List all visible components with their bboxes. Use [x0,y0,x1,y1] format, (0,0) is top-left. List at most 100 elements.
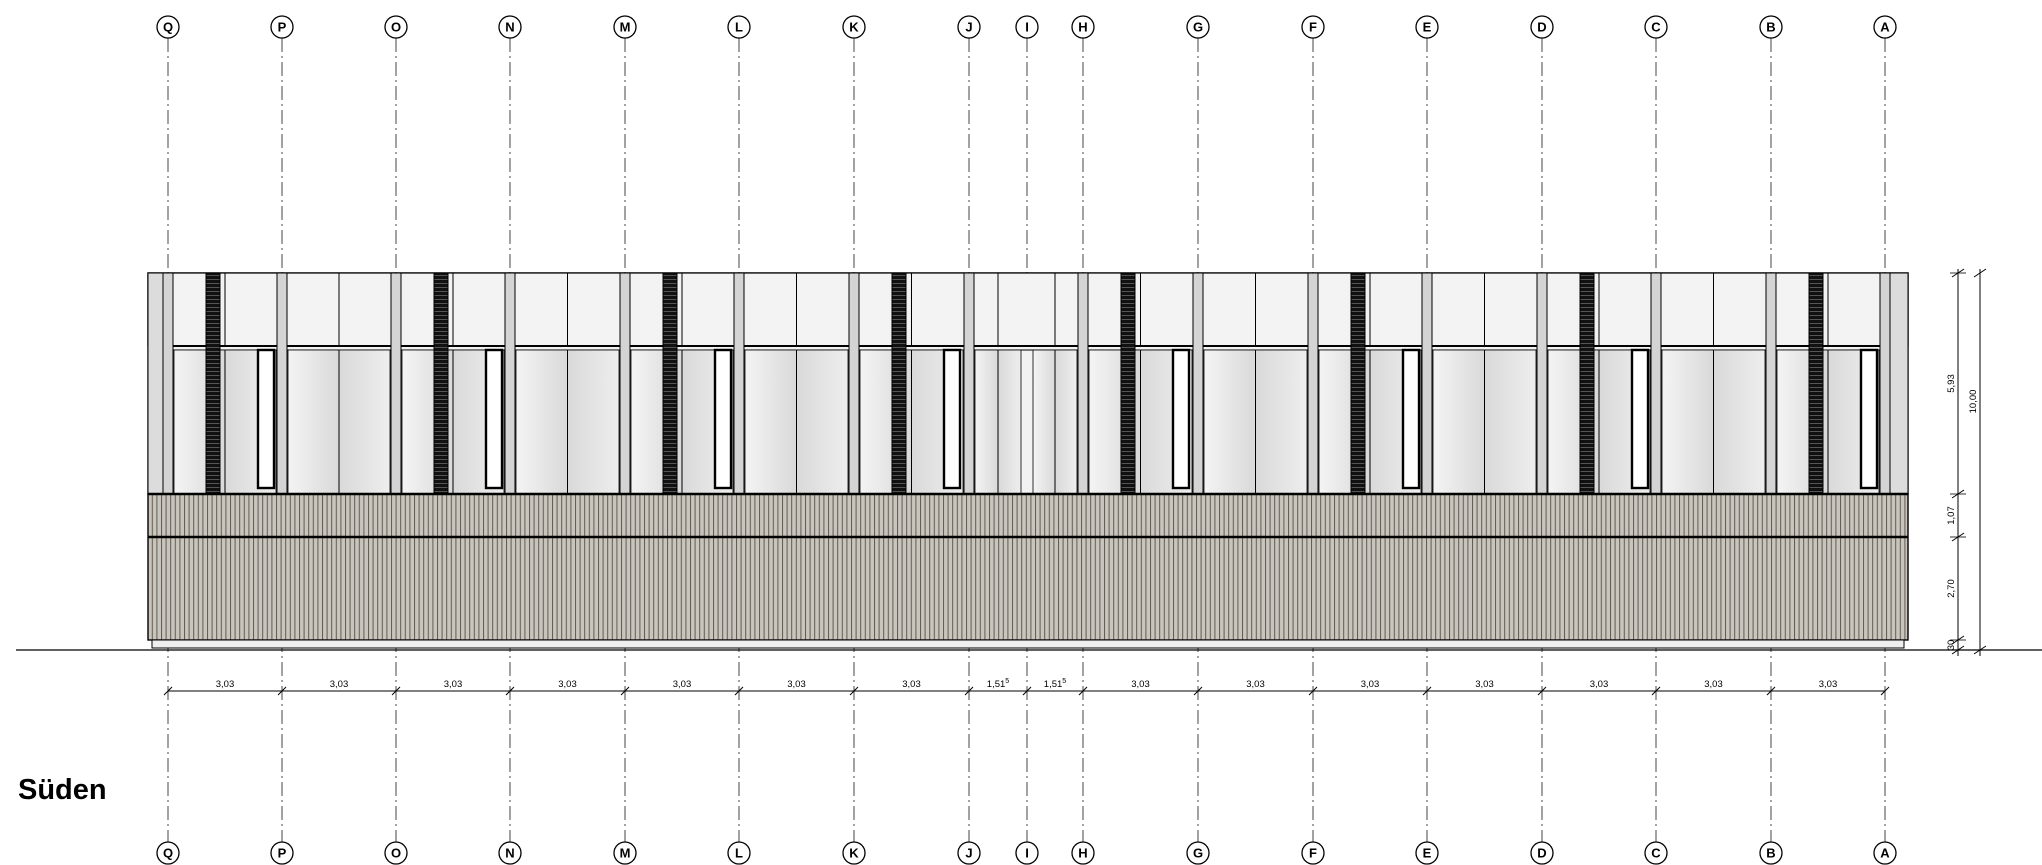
dimension-label: 3,03 [330,679,349,690]
view-title: Süden [18,774,107,806]
dimension-label: 3,03 [1475,679,1494,690]
axis-label-i: I [1025,846,1029,861]
vertical-dimension-label: 5,93 [1946,374,1957,393]
axis-label-o: O [391,846,401,861]
column-l [733,272,745,495]
axis-bubble-c [1644,841,1668,865]
vertical-dimension-chain: 5,93 1,07 2,70 30 10,00 [1946,268,1987,656]
column-g [1192,272,1204,495]
axis-bubble-m [613,841,637,865]
axis-bubble-h [1071,15,1095,39]
dimension-label: 3,03 [1131,679,1150,690]
dimension-tick [163,686,173,696]
vent-window [256,348,276,490]
axis-bubble-f [1301,15,1325,39]
column-o [390,272,402,495]
column-b [1765,272,1777,495]
dimension-label: 3,03 [1590,679,1609,690]
vertical-dimension-label: 2,70 [1946,579,1957,598]
dimension-tick [1537,686,1547,696]
column-j [963,272,975,495]
column-e [1421,272,1433,495]
dimension-label: 3,03 [1361,679,1380,690]
louver-panel [662,272,678,495]
column-n [504,272,516,495]
axis-bubble-a [1873,841,1897,865]
vent-window [1630,348,1650,490]
vent-window [1401,348,1421,490]
column-p [276,272,288,495]
axis-label-q: Q [163,20,173,35]
dimension-label: 3,03 [1246,679,1265,690]
axis-bubble-q [156,15,180,39]
axis-bubble-g [1186,841,1210,865]
louver-panel [1350,272,1366,495]
dimension-tick [391,686,401,696]
vent-window [1859,348,1879,490]
column-d [1536,272,1548,495]
axis-bubble-i [1015,15,1039,39]
axis-bubble-d [1530,841,1554,865]
dimension-tick [1308,686,1318,696]
dimension-label: 3,03 [1704,679,1723,690]
axis-label-o: O [391,20,401,35]
dimension-tick [1078,686,1088,696]
axis-bubble-o [384,841,408,865]
column-q [162,272,174,495]
axis-bubble-l [727,15,751,39]
axis-label-m: M [620,20,631,35]
axis-bubble-j [957,841,981,865]
dimension-label: 3,03 [787,679,806,690]
axis-bubble-k [842,15,866,39]
axis-label-j: J [965,846,972,861]
dimension-label: 3,03 [558,679,577,690]
plinth [151,639,1905,649]
axis-bubble-b [1759,15,1783,39]
axis-bubble-h [1071,841,1095,865]
axis-bubble-i [1015,841,1039,865]
axis-bubble-n [498,15,522,39]
axis-bubble-l [727,841,751,865]
column-f [1307,272,1319,495]
column-m [619,272,631,495]
axis-label-i: I [1025,20,1029,35]
dimension-tick [505,686,515,696]
axis-bubble-c [1644,15,1668,39]
axis-label-c: C [1651,846,1661,861]
axis-bubble-a [1873,15,1897,39]
axis-label-l: L [735,846,743,861]
horizontal-dimension-chain: 3,03 3,03 3,03 3,03 3,03 3,03 3,03 1,515 1,515 3,… [163,678,1890,696]
dimension-tick [1022,686,1032,696]
axis-label-p: P [278,20,287,35]
axis-bubble-p [270,15,294,39]
vertical-total-tick [1973,645,1987,655]
dimension-label: 1,515 [1044,678,1067,690]
axis-label-c: C [1651,20,1661,35]
axis-bubble-p [270,841,294,865]
louver-panel [1579,272,1595,495]
vent-window [942,348,962,490]
axis-label-h: H [1078,846,1087,861]
axis-bubble-q [156,841,180,865]
dimension-label: 3,03 [673,679,692,690]
dimension-label: 1,515 [987,678,1010,690]
axis-label-p: P [278,846,287,861]
axis-label-f: F [1309,846,1317,861]
dimension-tick [1880,686,1890,696]
dimension-tick [1766,686,1776,696]
axis-label-m: M [620,846,631,861]
axis-label-b: B [1766,20,1775,35]
axis-bubble-k [842,841,866,865]
dimension-label: 3,03 [444,679,463,690]
dimension-tick [1422,686,1432,696]
column-k [848,272,860,495]
vent-window [484,348,504,490]
axis-label-f: F [1309,20,1317,35]
vertical-dimension-label: 1,07 [1946,506,1957,525]
dimension-label: 3,03 [902,679,921,690]
axis-bubble-b [1759,841,1783,865]
dimension-tick [734,686,744,696]
axis-label-k: K [849,20,859,35]
axis-label-e: E [1423,846,1432,861]
